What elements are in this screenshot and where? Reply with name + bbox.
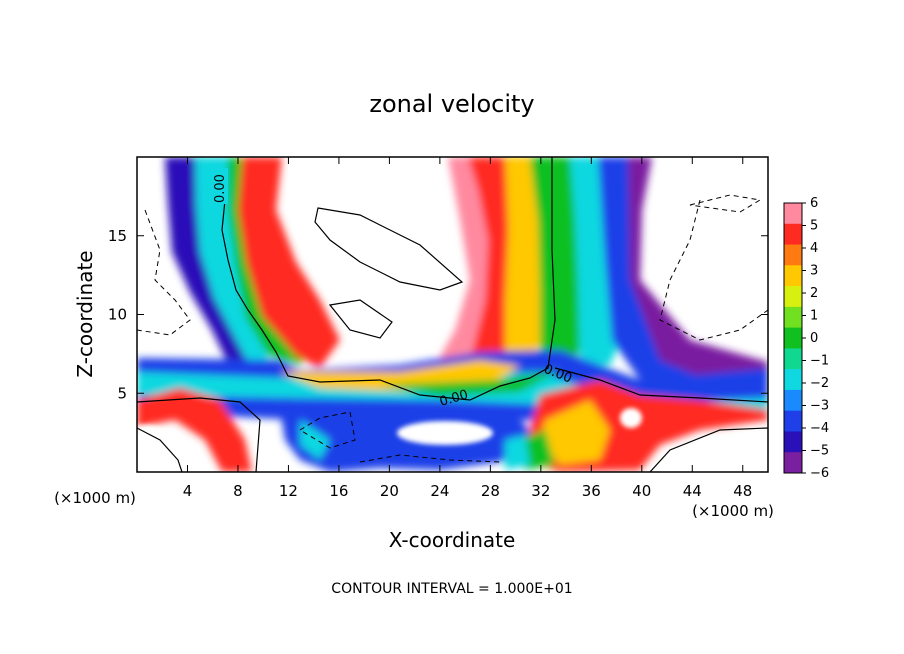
y-axis-label: Z-coordinate (73, 250, 97, 377)
x-unit-right: (×1000 m) (692, 502, 774, 520)
field-lower-cyan (300, 420, 330, 460)
x-tick-label: 24 (430, 482, 449, 500)
field-lowerright-cyan (505, 435, 530, 470)
contour-dashed-left (137, 209, 191, 336)
contour-dashed-lower (299, 411, 356, 449)
contour-label-bg-1 (210, 168, 228, 204)
y-tick-label: 15 (108, 227, 127, 245)
field-lowerleft-red (137, 388, 252, 472)
contour-lowright (649, 427, 768, 472)
x-axis-ticks: 4 8 12 16 20 24 28 32 36 40 44 48 (183, 157, 752, 500)
field-blue-right (598, 157, 768, 395)
field-white-pocket-3 (137, 425, 195, 472)
colorbar-label: −3 (810, 399, 829, 414)
colorbar-swatch (784, 223, 802, 246)
y-axis-ticks: 5 10 15 (108, 227, 768, 402)
colorbar-swatch (784, 348, 802, 370)
x-tick-label: 48 (733, 482, 752, 500)
colorbar-swatch (784, 369, 802, 391)
field-purple-right (628, 157, 768, 385)
colorbar-swatch (784, 306, 802, 329)
contour-dashed-right (659, 199, 768, 341)
contour-lowleft-corner (137, 427, 183, 472)
colorbar-label: −6 (810, 466, 829, 481)
contour-zero-main (221, 157, 556, 401)
colorbar-label: 2 (810, 286, 818, 301)
colorbar-swatch (784, 244, 802, 266)
colorbar-swatch (784, 452, 802, 474)
colorbar-label: 6 (810, 196, 818, 211)
colorbar-label: 5 (810, 219, 818, 234)
colorbar: 6 5 4 3 2 1 0 −1 −2 −3 −4 −5 −6 (783, 196, 829, 481)
field-shear-green (380, 370, 560, 396)
x-tick-label: 4 (183, 482, 193, 500)
x-tick-label: 32 (531, 482, 550, 500)
chart-title: zonal velocity (369, 90, 534, 118)
field-white-pocket-1 (397, 421, 493, 445)
x-tick-label: 16 (329, 482, 348, 500)
colorbar-swatch (784, 265, 802, 287)
x-tick-label: 40 (632, 482, 651, 500)
x-tick-label: 28 (481, 482, 500, 500)
colorbar-swatch (784, 410, 802, 432)
colorbar-label: 0 (810, 331, 818, 346)
colorbar-swatch (784, 286, 802, 308)
contour-label-1: 0.00 (213, 174, 228, 203)
contour-closed-upper (314, 207, 464, 291)
contour-zero-right (554, 367, 768, 403)
contour-closed-mid (328, 299, 393, 339)
y-tick-label: 5 (117, 384, 127, 402)
colorbar-label: 3 (810, 264, 818, 279)
x-tick-label: 20 (380, 482, 399, 500)
heatmap-field: 0.00 0.00 0.00 (137, 157, 768, 472)
colorbar-swatch (784, 327, 802, 349)
x-tick-label: 12 (279, 482, 298, 500)
x-axis-label: X-coordinate (389, 528, 516, 552)
colorbar-label: −5 (810, 444, 829, 459)
field-white-pocket-2 (620, 408, 642, 428)
x-tick-label: 44 (683, 482, 702, 500)
x-tick-label: 36 (582, 482, 601, 500)
colorbar-label: 4 (810, 241, 818, 256)
contour-zero-lowleft (137, 397, 261, 472)
x-unit-left: (×1000 m) (54, 489, 136, 507)
colorbar-swatch (784, 203, 802, 225)
contour-interval-note: CONTOUR INTERVAL = 1.000E+01 (331, 581, 572, 597)
field-positive-left (238, 157, 340, 368)
colorbar-label: −1 (810, 354, 829, 369)
colorbar-label: −2 (810, 376, 829, 391)
colorbar-label: 1 (810, 309, 818, 324)
colorbar-label: −4 (810, 421, 829, 436)
contour-dashed-upper-right (689, 194, 762, 213)
y-tick-label: 10 (108, 306, 127, 324)
contour-dashed-bottom (359, 454, 501, 463)
colorbar-swatch (784, 389, 802, 412)
x-tick-label: 8 (233, 482, 243, 500)
field-lowerright-orange (540, 400, 610, 465)
colorbar-swatch (784, 431, 802, 453)
